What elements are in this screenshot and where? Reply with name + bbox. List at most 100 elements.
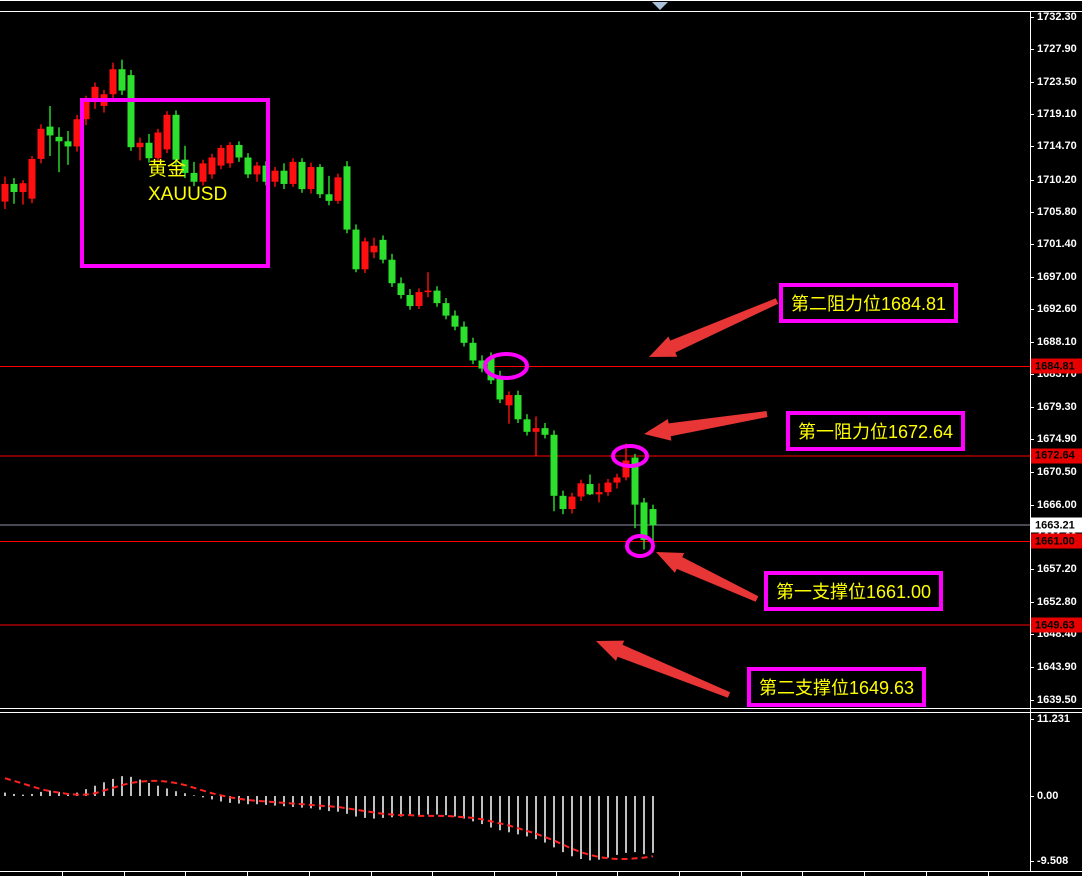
candle-body bbox=[127, 75, 135, 148]
price-axis-tick bbox=[1030, 276, 1034, 278]
candle-body bbox=[433, 290, 441, 304]
candle-body bbox=[343, 166, 351, 230]
time-axis-border bbox=[0, 871, 1082, 872]
candle-body bbox=[91, 86, 99, 101]
candle-body bbox=[118, 69, 126, 91]
time-axis-tick bbox=[124, 871, 125, 876]
price-axis-label: 1697.00 bbox=[1037, 270, 1077, 283]
candle-body bbox=[172, 114, 180, 160]
price-axis-label: 1732.30 bbox=[1037, 11, 1077, 23]
candle-body bbox=[226, 144, 234, 164]
time-axis-tick bbox=[617, 871, 618, 876]
candle-body bbox=[307, 167, 315, 190]
price-axis-tick bbox=[1030, 211, 1034, 213]
time-axis-tick bbox=[988, 871, 989, 876]
price-axis-tick bbox=[1030, 81, 1034, 83]
price-axis-tick bbox=[1030, 471, 1034, 473]
price-axis-label: 1670.50 bbox=[1037, 465, 1077, 478]
price-axis-tick bbox=[1030, 601, 1034, 603]
indicator-axis-label: 0.00 bbox=[1037, 790, 1059, 802]
candle-body bbox=[244, 157, 252, 175]
support1-label: 第一支撑位1661.00 bbox=[776, 582, 932, 602]
candle-body bbox=[568, 496, 576, 510]
price-axis-label: 1639.50 bbox=[1037, 693, 1077, 706]
price-axis-tick bbox=[1030, 699, 1034, 701]
candle-body bbox=[10, 183, 18, 193]
candle-body bbox=[181, 159, 189, 173]
candle-body bbox=[487, 357, 495, 381]
candle-body bbox=[460, 326, 468, 343]
indicator-axis-tick bbox=[1030, 796, 1034, 797]
time-axis-tick bbox=[802, 871, 803, 876]
highlight-ellipse bbox=[611, 444, 649, 468]
price-axis-tick bbox=[1030, 244, 1034, 246]
time-axis-tick bbox=[556, 871, 557, 876]
candle-body bbox=[595, 492, 603, 495]
pointer-arrow bbox=[596, 640, 731, 698]
price-axis-label: 1657.20 bbox=[1037, 563, 1077, 576]
time-axis-tick bbox=[494, 871, 495, 876]
indicator-separator-bottom bbox=[0, 712, 1082, 713]
candle-body bbox=[109, 69, 117, 95]
candle-body bbox=[577, 483, 585, 497]
symbol-ticker: XAUUSD bbox=[148, 184, 228, 205]
indicator-separator-top[interactable] bbox=[0, 708, 1082, 709]
candle-body bbox=[370, 245, 378, 253]
candle-body bbox=[415, 292, 423, 307]
chart-top-border bbox=[0, 11, 1082, 12]
price-axis-tick bbox=[1030, 308, 1034, 310]
price-axis-label: 1666.00 bbox=[1037, 498, 1077, 511]
candle-body bbox=[649, 509, 657, 526]
highlight-ellipse bbox=[625, 534, 655, 558]
candle-body bbox=[514, 395, 522, 420]
indicator-axis-label: 11.231 bbox=[1037, 713, 1071, 726]
price-axis-tick bbox=[1030, 17, 1034, 18]
candle-body bbox=[271, 170, 279, 182]
highlight-ellipse bbox=[483, 352, 529, 380]
candle-body bbox=[361, 241, 369, 270]
time-axis-tick bbox=[62, 871, 63, 876]
time-axis-tick bbox=[864, 871, 865, 876]
price-axis-tick bbox=[1030, 667, 1034, 669]
price-axis-tick bbox=[1030, 569, 1034, 571]
price-axis-tick bbox=[1030, 146, 1034, 148]
resistance1-label-box: 第一阻力位1672.64 bbox=[786, 411, 966, 451]
candle-body bbox=[325, 194, 333, 201]
candle-body bbox=[523, 419, 531, 432]
pointer-arrow bbox=[649, 298, 779, 357]
candle-body bbox=[334, 177, 342, 201]
indicator-axis-tick bbox=[1030, 861, 1034, 863]
candle-body bbox=[46, 126, 54, 136]
candle-body bbox=[631, 457, 639, 505]
price-axis-border[interactable] bbox=[1030, 11, 1031, 871]
candle-body bbox=[316, 167, 324, 195]
candle-body bbox=[199, 163, 207, 182]
resistance2-label-box: 第二阻力位1684.81 bbox=[779, 283, 959, 323]
price-axis-label: 1652.80 bbox=[1037, 595, 1077, 608]
candle-body bbox=[19, 183, 27, 193]
price-axis-tick bbox=[1030, 49, 1034, 51]
resistance1-label: 第一阻力位1672.64 bbox=[798, 422, 954, 442]
candle-body bbox=[505, 395, 513, 406]
candle-body bbox=[397, 283, 405, 296]
price-axis-tick bbox=[1030, 114, 1034, 116]
candle-body bbox=[586, 484, 594, 495]
price-axis-label: 1643.90 bbox=[1037, 661, 1077, 674]
price-axis-label: 1692.60 bbox=[1037, 302, 1077, 315]
time-axis-tick bbox=[432, 871, 433, 876]
candle-body bbox=[640, 502, 648, 540]
time-axis-tick bbox=[679, 871, 680, 876]
candle-body bbox=[352, 229, 360, 270]
candle-body bbox=[217, 147, 225, 166]
candle-body bbox=[82, 100, 90, 120]
time-axis-tick bbox=[309, 871, 310, 876]
time-axis-tick bbox=[247, 871, 248, 876]
price-axis-tick bbox=[1030, 634, 1034, 636]
candle-body bbox=[550, 434, 558, 496]
price-axis-label: 1701.40 bbox=[1037, 238, 1077, 251]
price-axis-label: 1688.10 bbox=[1037, 336, 1077, 349]
candle-body bbox=[388, 259, 396, 284]
top-border bbox=[0, 0, 1082, 1]
